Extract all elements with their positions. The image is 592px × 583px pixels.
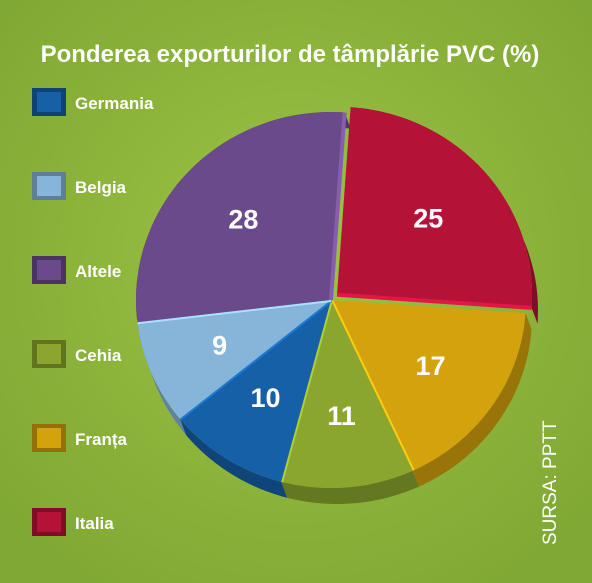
legend-item-cehia: Cehia bbox=[32, 340, 122, 368]
data-label-altele: 28 bbox=[228, 205, 258, 235]
legend-label: Cehia bbox=[75, 346, 122, 365]
legend-label: Franța bbox=[75, 430, 128, 449]
legend-swatch-face bbox=[37, 428, 61, 448]
legend-label: Germania bbox=[75, 94, 154, 113]
legend-item-italia: Italia bbox=[32, 508, 114, 536]
pie bbox=[136, 107, 538, 504]
legend-swatch-face bbox=[37, 344, 61, 364]
pie-slice-belgia bbox=[137, 300, 331, 419]
pie-slice-side-cehia bbox=[281, 470, 419, 504]
legend-item-altele: Altele bbox=[32, 256, 121, 284]
pie-slice-side-germania bbox=[179, 418, 288, 498]
legend-item-germania: Germania bbox=[32, 88, 154, 116]
data-label-cehia: 11 bbox=[327, 401, 356, 431]
data-label-belgia: 9 bbox=[212, 331, 227, 361]
pie-slice-bevel bbox=[329, 299, 415, 472]
data-label-franta: 17 bbox=[415, 351, 445, 381]
data-label-germania: 10 bbox=[250, 383, 280, 413]
pie-slice-bevel bbox=[178, 298, 333, 421]
pie-slice-franta bbox=[331, 300, 526, 471]
legend-swatch-face bbox=[37, 92, 61, 112]
pie-slice-side-belgia bbox=[137, 322, 186, 435]
pie-slice-italia bbox=[337, 107, 533, 308]
pie-slice-germania bbox=[179, 300, 331, 482]
source-label: SURSA: PPTT bbox=[540, 420, 561, 545]
chart-title: Ponderea exporturilor de tâmplărie PVC (… bbox=[41, 41, 540, 68]
legend-label: Italia bbox=[75, 514, 114, 533]
legend: Germania Belgia Altele Cehia Franța Italia bbox=[32, 88, 154, 536]
legend-swatch-face bbox=[37, 512, 61, 532]
pie-slice-bevel bbox=[329, 112, 347, 301]
pie-slice-altele bbox=[136, 112, 345, 323]
pie-slice-bevel bbox=[336, 292, 532, 310]
legend-label: Belgia bbox=[75, 178, 127, 197]
legend-swatch-face bbox=[37, 260, 61, 280]
legend-swatch-face bbox=[37, 176, 61, 196]
pie-slice-cehia bbox=[281, 300, 413, 489]
data-label-italia: 25 bbox=[413, 203, 443, 233]
legend-item-franta: Franța bbox=[32, 424, 128, 452]
legend-item-belgia: Belgia bbox=[32, 172, 127, 200]
pie-slice-side-franta bbox=[412, 313, 532, 487]
legend-label: Altele bbox=[75, 262, 121, 281]
data-labels: 25 17 11 10 9 28 bbox=[212, 203, 445, 431]
